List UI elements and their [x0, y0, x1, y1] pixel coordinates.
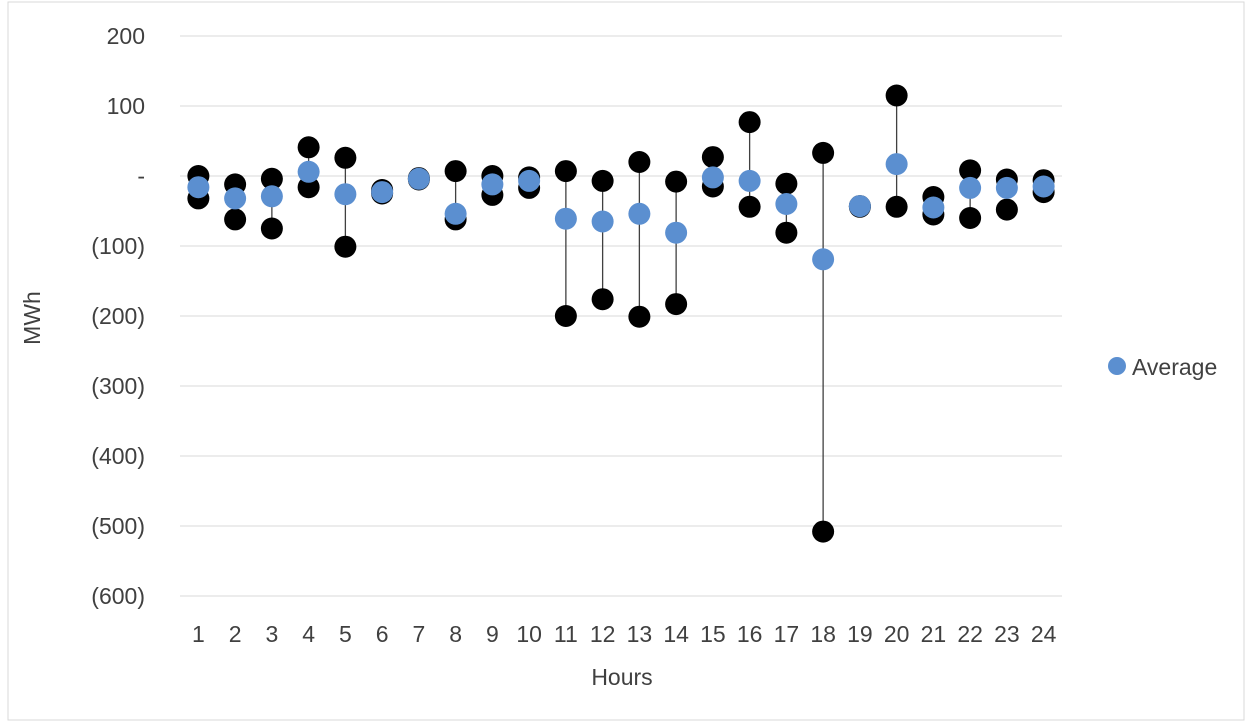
x-tick-label: 7 — [412, 621, 425, 647]
low-point — [885, 195, 908, 218]
average-point — [334, 183, 357, 206]
high-point — [701, 146, 724, 169]
x-tick-label: 3 — [265, 621, 278, 647]
y-tick-label: (400) — [91, 443, 145, 469]
low-point — [334, 235, 357, 258]
x-axis-label: Hours — [591, 664, 652, 690]
x-tick-label: 17 — [774, 621, 800, 647]
average-point — [848, 195, 871, 218]
average-point — [959, 176, 982, 199]
average-point — [554, 207, 577, 230]
average-point — [812, 248, 835, 271]
x-tick-label: 8 — [449, 621, 462, 647]
high-point — [775, 172, 798, 195]
x-tick-label: 14 — [663, 621, 689, 647]
average-point — [995, 176, 1018, 199]
high-point — [444, 160, 467, 183]
legend-label-average: Average — [1132, 354, 1217, 380]
low-point — [591, 288, 614, 311]
x-tick-label: 20 — [884, 621, 910, 647]
low-point — [628, 305, 651, 328]
high-point — [665, 170, 688, 193]
average-point — [444, 202, 467, 225]
x-tick-label: 15 — [700, 621, 726, 647]
average-point — [518, 169, 541, 192]
x-tick-labels: 1 2 3 4 5 6 7 8 9 10 11 12 13 14 15 16 17 18 19 20 21 22 23 24 — [192, 621, 1057, 647]
average-point — [922, 196, 945, 219]
low-point — [224, 208, 247, 231]
x-tick-label: 22 — [957, 621, 983, 647]
average-point — [665, 221, 688, 244]
average-point — [260, 185, 283, 208]
x-tick-label: 9 — [486, 621, 499, 647]
y-tick-labels: 200 100 - (100) (200) (300) (400) (500) (600) — [91, 23, 145, 609]
high-point — [554, 160, 577, 183]
x-tick-label: 11 — [554, 621, 578, 647]
average-point — [297, 160, 320, 183]
y-tick-label: (200) — [91, 303, 145, 329]
low-point — [554, 305, 577, 327]
average-point — [775, 193, 798, 215]
low-point — [995, 198, 1018, 221]
y-tick-label: - — [137, 163, 145, 189]
x-tick-label: 6 — [376, 621, 389, 647]
y-tick-label: (100) — [91, 233, 145, 259]
average-point — [738, 169, 761, 192]
average-point — [371, 181, 394, 204]
data-points — [187, 84, 1055, 543]
x-tick-label: 1 — [192, 621, 205, 647]
x-tick-label: 21 — [921, 621, 947, 647]
y-tick-label: (600) — [91, 583, 145, 609]
x-tick-label: 12 — [590, 621, 616, 647]
high-point — [959, 159, 982, 182]
chart-frame — [7, 1, 1245, 721]
x-tick-label: 5 — [339, 621, 352, 647]
average-point — [407, 167, 430, 190]
y-axis-label: MWh — [19, 291, 45, 345]
y-tick-label: (500) — [91, 513, 145, 539]
average-point — [885, 153, 908, 176]
x-tick-label: 18 — [810, 621, 836, 647]
x-tick-label: 16 — [737, 621, 763, 647]
y-tick-label: 100 — [107, 93, 145, 119]
x-tick-label: 19 — [847, 621, 873, 647]
average-point — [701, 166, 724, 189]
x-tick-label: 13 — [627, 621, 653, 647]
low-point — [959, 207, 982, 229]
high-point — [591, 169, 614, 192]
low-point — [297, 176, 320, 199]
low-point — [260, 217, 283, 240]
gridlines — [180, 35, 1062, 597]
legend: Average — [1108, 354, 1217, 380]
low-point — [738, 195, 761, 218]
y-tick-label: (300) — [91, 373, 145, 399]
low-point — [665, 293, 688, 316]
high-point — [297, 136, 320, 159]
high-point — [628, 151, 651, 173]
average-point — [224, 187, 247, 210]
high-point — [260, 167, 283, 190]
low-point — [812, 520, 835, 543]
x-tick-label: 2 — [229, 621, 242, 647]
high-point — [738, 111, 761, 134]
average-point — [628, 202, 651, 225]
x-tick-label: 23 — [994, 621, 1020, 647]
legend-marker-average — [1108, 357, 1126, 375]
high-point — [885, 84, 908, 107]
low-point — [775, 221, 798, 244]
average-point — [187, 176, 210, 199]
high-point — [812, 141, 835, 164]
y-tick-label: 200 — [107, 23, 145, 49]
average-point — [481, 173, 504, 196]
x-tick-label: 4 — [302, 621, 315, 647]
x-tick-label: 24 — [1031, 621, 1057, 647]
high-point — [334, 146, 357, 169]
x-tick-label: 10 — [516, 621, 542, 647]
average-point — [1032, 175, 1055, 198]
average-point — [591, 210, 614, 233]
